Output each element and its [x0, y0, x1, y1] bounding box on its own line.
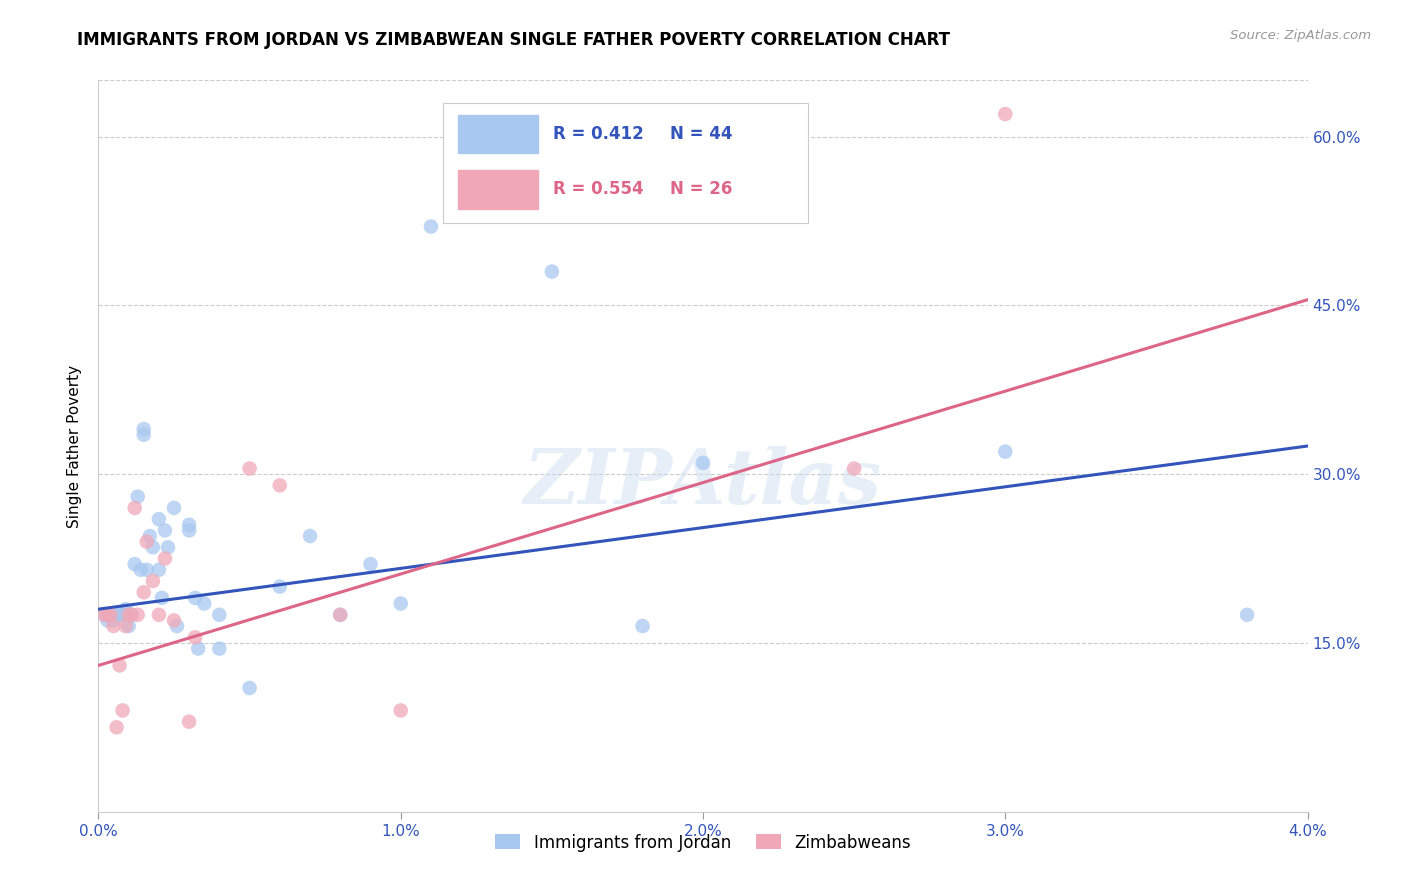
Point [184, 630, 207, 644]
Point [166, 619, 188, 633]
Point [121, 607, 143, 622]
Point [105, 720, 128, 734]
Point [329, 607, 352, 622]
Bar [457, 170, 538, 209]
Point [132, 427, 155, 442]
Point [148, 607, 170, 622]
Point [163, 500, 186, 515]
Point [118, 607, 141, 622]
Point [631, 619, 654, 633]
Point [111, 607, 134, 622]
Point [692, 456, 714, 470]
Point [389, 597, 412, 611]
Point [150, 591, 173, 605]
Point [148, 512, 170, 526]
Point [142, 574, 165, 588]
Point [135, 534, 157, 549]
Point [148, 563, 170, 577]
Point [93, 607, 115, 622]
Point [139, 529, 162, 543]
Point [96, 607, 118, 622]
Bar [457, 115, 538, 153]
Point [124, 557, 146, 571]
Point [121, 607, 143, 622]
Text: N = 44: N = 44 [669, 125, 733, 143]
Point [156, 541, 179, 555]
Point [540, 264, 562, 278]
Point [360, 557, 382, 571]
Point [100, 607, 122, 622]
Point [269, 478, 291, 492]
Point [103, 614, 125, 628]
Text: R = 0.554: R = 0.554 [553, 180, 643, 198]
Point [299, 529, 322, 543]
Point [163, 614, 186, 628]
Point [179, 517, 201, 532]
Legend: Immigrants from Jordan, Zimbabweans: Immigrants from Jordan, Zimbabweans [488, 827, 918, 858]
Point [132, 422, 155, 436]
Text: N = 26: N = 26 [669, 180, 733, 198]
Point [118, 619, 141, 633]
Point [118, 607, 141, 622]
Point [135, 563, 157, 577]
Point [420, 219, 443, 234]
Point [127, 490, 149, 504]
Point [1236, 607, 1258, 622]
Point [111, 703, 134, 717]
Point [389, 703, 412, 717]
Text: R = 0.412: R = 0.412 [553, 125, 644, 143]
Point [127, 607, 149, 622]
Point [179, 714, 201, 729]
Point [329, 607, 352, 622]
Point [96, 614, 118, 628]
Point [142, 541, 165, 555]
Point [108, 607, 131, 622]
Point [994, 107, 1017, 121]
Point [108, 658, 131, 673]
Point [269, 580, 291, 594]
Point [124, 500, 146, 515]
Point [184, 591, 207, 605]
Point [239, 461, 262, 475]
Point [93, 607, 115, 622]
Text: Source: ZipAtlas.com: Source: ZipAtlas.com [1230, 29, 1371, 43]
Point [193, 597, 215, 611]
Point [132, 585, 155, 599]
Point [994, 444, 1017, 458]
Y-axis label: Single Father Poverty: Single Father Poverty [67, 365, 83, 527]
Point [129, 563, 152, 577]
Point [844, 461, 866, 475]
Point [239, 681, 262, 695]
Point [208, 607, 231, 622]
Point [208, 641, 231, 656]
Text: ZIPAtlas: ZIPAtlas [524, 446, 882, 519]
Point [114, 602, 136, 616]
Point [153, 551, 176, 566]
Point [187, 641, 209, 656]
Point [153, 524, 176, 538]
Point [179, 524, 201, 538]
Point [105, 607, 128, 622]
Point [114, 619, 136, 633]
Text: IMMIGRANTS FROM JORDAN VS ZIMBABWEAN SINGLE FATHER POVERTY CORRELATION CHART: IMMIGRANTS FROM JORDAN VS ZIMBABWEAN SIN… [77, 31, 950, 49]
Point [103, 619, 125, 633]
